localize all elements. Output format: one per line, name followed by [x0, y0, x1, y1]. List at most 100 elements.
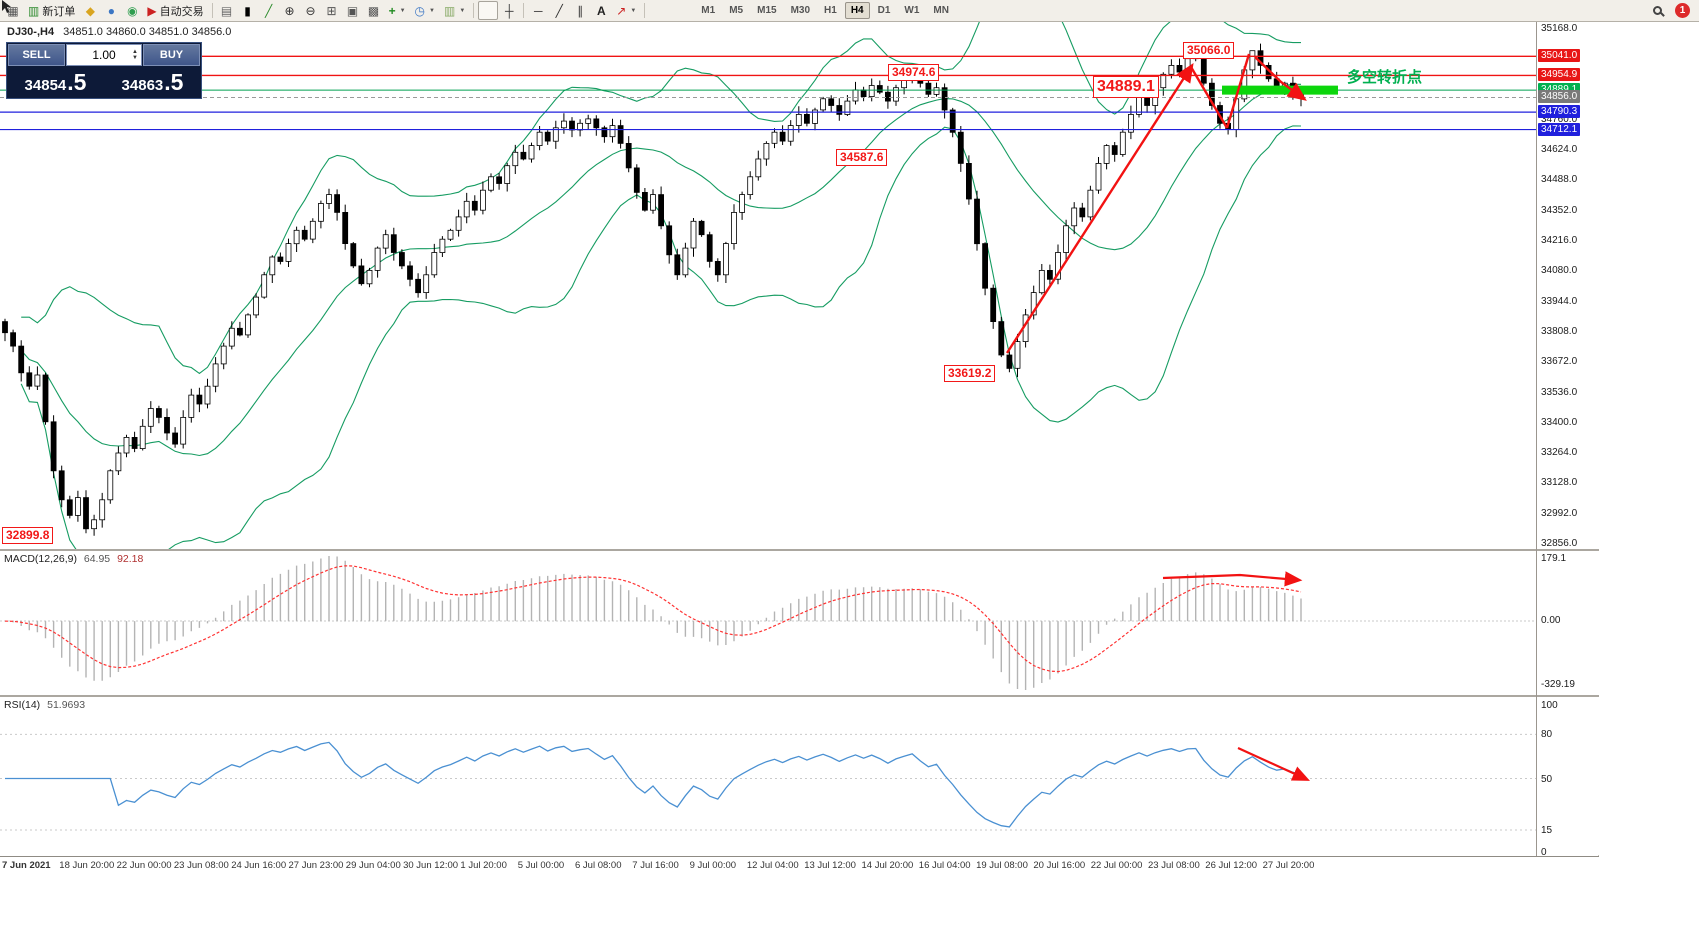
cursor-icon — [2, 0, 11, 13]
text-tool-icon: A — [596, 3, 606, 18]
timeframe-button-h1[interactable]: H1 — [824, 5, 837, 16]
main-chart-panel[interactable]: DJ30-,H4 34851.0 34860.0 34851.0 34856.0… — [0, 22, 1537, 549]
autotrading-button[interactable]: ▶ 自动交易 — [143, 1, 207, 20]
sell-price-main: 34854 — [24, 77, 67, 94]
timeframe-button-m5[interactable]: M5 — [729, 5, 744, 16]
candle-chart-mode-button[interactable]: ▮ — [238, 1, 258, 20]
time-axis-label: 19 Jul 08:00 — [976, 860, 1028, 871]
tile-windows-button[interactable]: ⊞ — [322, 1, 342, 20]
time-axis-label: 27 Jul 20:00 — [1262, 860, 1315, 871]
crosshair-icon: ┼ — [505, 3, 514, 18]
timeframe-toolbar: M1 M5 M15 M30 H1 H4 D1 W1 MN — [694, 2, 956, 19]
rsi-panel[interactable]: RSI(14) 51.9693 — [0, 697, 1537, 855]
toolbar-separator — [523, 3, 525, 18]
candles — [2, 50, 1304, 530]
macd-canvas[interactable] — [0, 551, 1536, 695]
rsi-axis-label: 50 — [1541, 773, 1553, 785]
price-flag[interactable]: 35066.0 — [1183, 42, 1235, 59]
sell-price: 34854 .5 — [7, 71, 104, 95]
timeframe-button-w1[interactable]: W1 — [904, 5, 920, 16]
template-icon: ▥ — [443, 3, 456, 18]
price-axis-label: 35168.0 — [1541, 23, 1578, 34]
add-indicator-button[interactable]: + ▼ — [385, 1, 410, 20]
chart-shift-button[interactable]: ▩ — [364, 1, 384, 20]
price-axis-label: 33128.0 — [1541, 477, 1578, 489]
trendline-tool-button[interactable]: ╱ — [549, 1, 569, 20]
zoom-in-button[interactable]: ⊕ — [280, 1, 300, 20]
price-flag[interactable]: 34587.6 — [836, 149, 888, 166]
candle-wicks — [4, 43, 1302, 536]
crosshair-tool-button[interactable]: ┼ — [499, 1, 519, 20]
volume-increase-button[interactable]: ▲ — [132, 49, 138, 55]
line-chart-mode-button[interactable]: ╱ — [259, 1, 279, 20]
timeframe-button-m30[interactable]: M30 — [790, 5, 811, 16]
timeframe-button-d1[interactable]: D1 — [877, 5, 891, 16]
zoom-out-button[interactable]: ⊖ — [301, 1, 321, 20]
buy-button[interactable]: BUY — [143, 44, 200, 66]
price-flag[interactable]: 34974.6 — [888, 64, 940, 81]
time-axis[interactable]: 7 Jun 2021 18 Jun 20:00 22 Jun 00:00 23 Jun… — [0, 856, 1599, 873]
price-flag[interactable]: 32899.8 — [2, 527, 54, 544]
auto-scroll-button[interactable]: ▣ — [343, 1, 363, 20]
search-icon — [1652, 6, 1662, 15]
macd-signal-value: 92.18 — [117, 553, 144, 565]
timeframe-button-h4[interactable]: H4 — [844, 2, 870, 19]
time-axis-label: 7 Jul 16:00 — [632, 860, 679, 871]
macd-axis-label: 179.1 — [1541, 553, 1567, 564]
price-axis-label: 34352.0 — [1541, 204, 1578, 216]
chart-window-icon: ▦ — [7, 3, 19, 18]
volume-decrease-button[interactable]: ▼ — [132, 55, 138, 61]
timeframe-button-m1[interactable]: M1 — [701, 5, 716, 16]
price-axis-flag: 34856.0 — [1538, 90, 1581, 104]
new-order-button[interactable]: ▥ 新订单 — [24, 1, 79, 20]
time-axis-label: 27 Jun 23:00 — [288, 860, 344, 871]
rsi-value: 51.9693 — [47, 699, 86, 711]
new-chart-button[interactable]: ▦ — [3, 1, 23, 20]
help-button[interactable]: ◉ — [122, 1, 142, 20]
time-axis-label: 30 Jun 12:00 — [403, 860, 459, 871]
price-axis[interactable]: 35168.035032.034896.034760.034624.034488… — [1537, 22, 1599, 549]
arrows-tool-button[interactable]: ↗ ▼ — [612, 1, 640, 20]
main-chart-canvas[interactable] — [0, 22, 1536, 549]
macd-panel[interactable]: MACD(12,26,9) 64.95 92.18 — [0, 551, 1537, 695]
community-button[interactable]: ● — [101, 1, 121, 20]
turning-point-label[interactable]: 多空转折点 — [1347, 69, 1423, 86]
bar-chart-mode-button[interactable]: ▤ — [217, 1, 237, 20]
volume-input[interactable]: 1.00 ▲ ▼ — [66, 44, 142, 66]
panel-splitter[interactable] — [0, 695, 1599, 697]
time-axis-label: 14 Jul 20:00 — [861, 860, 914, 871]
one-click-trading-panel: SELL 1.00 ▲ ▼ BUY 34854 .5 34863 .5 — [6, 42, 202, 99]
price-axis-label: 34216.0 — [1541, 235, 1578, 247]
timeframe-button-mn[interactable]: MN — [933, 5, 949, 16]
price-axis-label: 33944.0 — [1541, 295, 1578, 307]
toolbar-separator — [644, 3, 646, 18]
panel-splitter[interactable] — [0, 549, 1599, 551]
cursor-tool-button[interactable] — [2, 0, 499, 20]
time-axis-label: 22 Jul 00:00 — [1090, 860, 1143, 871]
timeframe-button-m15[interactable]: M15 — [757, 5, 777, 16]
new-order-label: 新订单 — [42, 5, 76, 18]
bollinger-bands — [20, 22, 1302, 549]
rsi-canvas[interactable] — [0, 697, 1536, 855]
template-button[interactable]: ▥ ▼ — [440, 1, 469, 20]
price-flag[interactable]: 34889.1 — [1093, 76, 1159, 98]
period-button[interactable]: ◷ ▼ — [411, 1, 439, 20]
volume-value: 1.00 — [92, 48, 116, 62]
macd-axis: 179.1 0.00 -329.19 — [1537, 551, 1599, 695]
price-axis-flag: 35041.0 — [1538, 49, 1581, 63]
price-axis-label: 33672.0 — [1541, 356, 1578, 368]
time-axis-label: 12 Jul 04:00 — [746, 860, 799, 871]
price-flag[interactable]: 33619.2 — [944, 365, 996, 382]
time-axis-label: 1 Jul 20:00 — [460, 860, 507, 871]
channel-tool-button[interactable]: ∥ — [570, 1, 590, 20]
search-button[interactable] — [1647, 1, 1667, 20]
price-axis-label: 33808.0 — [1541, 325, 1578, 337]
sell-button[interactable]: SELL — [8, 44, 65, 66]
hline-tool-button[interactable]: ─ — [528, 1, 548, 20]
toolbar-right-group: 1 — [1647, 1, 1696, 20]
dropdown-arrow-icon: ▼ — [459, 7, 466, 14]
metaeditor-button[interactable]: ◆ — [80, 1, 100, 20]
symbol-info: DJ30-,H4 34851.0 34860.0 34851.0 34856.0 — [7, 26, 231, 38]
text-tool-button[interactable]: A — [591, 1, 611, 20]
notification-badge[interactable]: 1 — [1675, 3, 1690, 18]
